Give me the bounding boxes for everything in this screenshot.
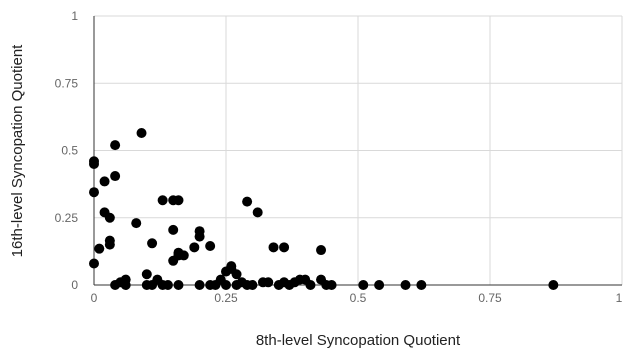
data-point [194,231,205,242]
x-tick-label: 1 [616,291,623,305]
x-tick-label: 0.75 [478,291,502,305]
data-point [168,224,179,235]
x-tick-label: 0.25 [214,291,238,305]
y-tick-label: 0.75 [55,76,79,90]
y-axis-title: 16th-level Syncopation Quotient [9,44,26,257]
data-point [358,280,369,290]
data-point [99,176,110,187]
data-point [157,195,168,206]
data-point [110,140,121,151]
data-point [110,171,121,182]
data-point [189,242,200,253]
data-point [141,269,152,280]
data-point [131,218,142,229]
data-point [221,280,231,290]
y-tick-label: 0 [71,278,78,292]
data-point [231,269,242,280]
data-point [147,238,158,249]
data-point [400,280,411,290]
data-points [89,128,559,290]
y-tick-label: 0.25 [55,211,79,225]
y-tick-label: 0.5 [61,144,78,158]
data-point [104,235,115,246]
data-point [162,280,173,290]
x-tick-label: 0 [91,291,98,305]
data-point [374,280,385,290]
data-point [316,245,327,256]
data-point [104,212,115,223]
y-tick-label: 1 [71,9,78,23]
data-point [252,207,263,218]
data-point [173,195,184,206]
data-point [226,261,237,272]
data-point [247,280,258,290]
data-point [279,242,290,253]
data-point [205,240,216,251]
y-tick-labels: 0 0.25 0.5 0.75 1 [55,9,79,292]
data-point [89,258,99,269]
x-axis-title: 8th-level Syncopation Quotient [256,332,461,349]
data-point [416,280,427,290]
grid-lines [94,15,623,285]
data-point [94,243,105,254]
data-point [136,128,147,139]
data-point [173,280,184,290]
data-point [548,280,559,290]
data-point [178,250,189,261]
data-point [305,280,316,290]
x-tick-label: 0.5 [350,291,367,305]
data-point [194,280,205,290]
data-point [89,156,99,167]
data-point [326,280,337,290]
data-point [268,242,279,253]
x-tick-labels: 0 0.25 0.5 0.75 1 [91,291,623,305]
data-point [120,280,131,290]
data-point [242,196,253,207]
data-point [263,277,274,288]
data-point [89,187,99,198]
